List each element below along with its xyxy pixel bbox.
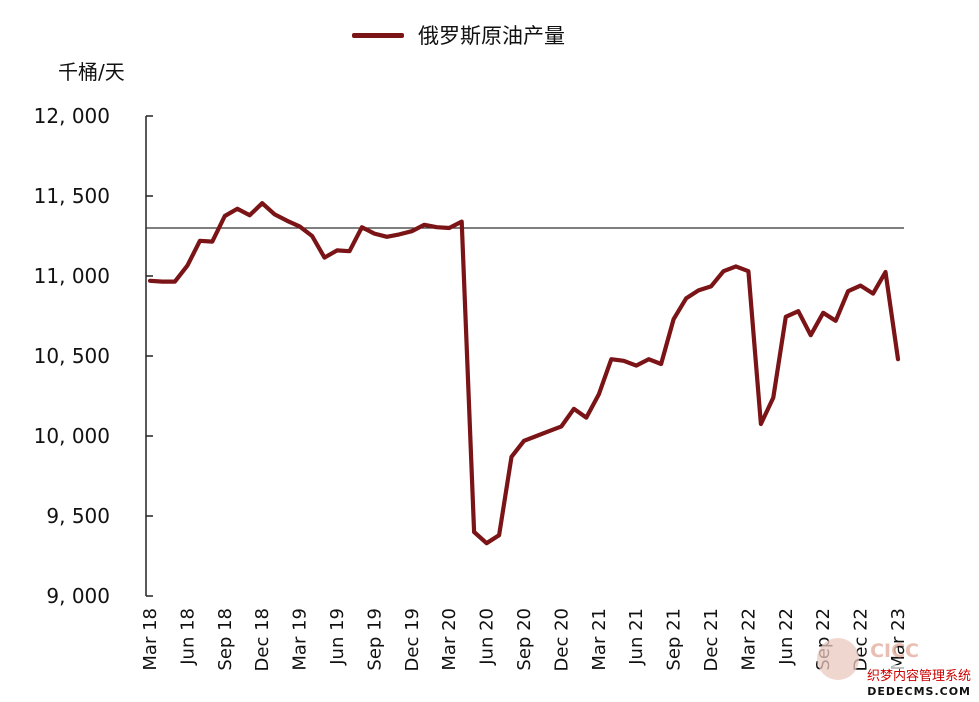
x-tick-label: Mar 22 — [738, 608, 759, 671]
y-tick-label: 11, 000 — [34, 264, 110, 288]
x-tick-label: Mar 20 — [439, 608, 460, 671]
x-tick-label: Dec 18 — [252, 608, 273, 671]
x-tick-label: Jun 22 — [776, 608, 797, 666]
x-tick-label: Dec 20 — [551, 608, 572, 671]
y-tick-label: 12, 000 — [34, 104, 110, 128]
series-line-russia-crude-output — [147, 201, 901, 546]
watermark-text: 织梦内容管理系统 — [866, 665, 971, 684]
legend-swatch — [352, 32, 404, 38]
x-tick-label: Jun 21 — [626, 608, 647, 666]
x-tick-label: Mar 18 — [140, 608, 161, 671]
x-tick-label: Sep 20 — [514, 608, 535, 671]
y-tick-label: 9, 500 — [46, 504, 110, 528]
x-tick-label: Sep 19 — [364, 608, 385, 671]
x-tick-label: Jun 19 — [327, 608, 348, 666]
watermark-site: DEDECMS.COM — [867, 685, 971, 698]
y-tick-label: 10, 000 — [34, 424, 110, 448]
x-tick-label: Dec 19 — [402, 608, 423, 671]
x-tick-label: Sep 18 — [215, 608, 236, 671]
legend: 俄罗斯原油产量 — [352, 20, 565, 50]
legend-label: 俄罗斯原油产量 — [418, 24, 565, 48]
x-tick-label: Sep 21 — [664, 608, 685, 671]
x-tick-label: Dec 21 — [701, 608, 722, 671]
x-tick-label: Jun 18 — [177, 608, 198, 666]
y-tick-label: 10, 500 — [34, 344, 110, 368]
watermark-logo — [817, 638, 859, 680]
x-tick-label: Jun 20 — [477, 608, 498, 666]
y-axis-label: 千桶/天 — [58, 60, 125, 84]
x-tick-label: Mar 19 — [290, 608, 311, 671]
watermark-brand: CICC — [870, 640, 919, 662]
y-tick-label: 9, 000 — [46, 584, 110, 608]
x-tick-label: Mar 21 — [589, 608, 610, 671]
x-tick-label: Mar 23 — [888, 608, 909, 671]
y-tick-label: 11, 500 — [34, 184, 110, 208]
